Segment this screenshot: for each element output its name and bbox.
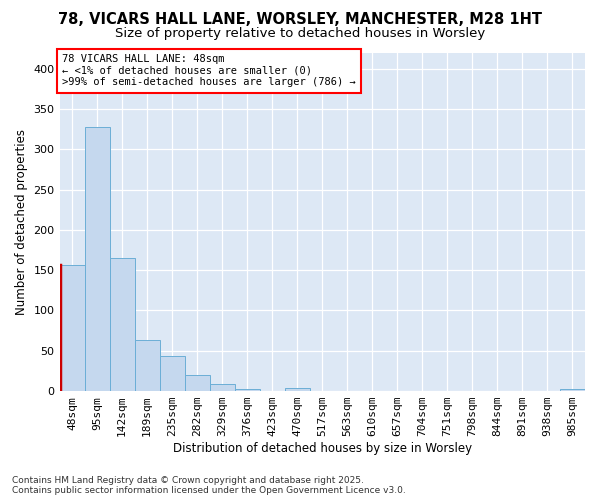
Y-axis label: Number of detached properties: Number of detached properties [15,129,28,315]
Bar [160,356,185,391]
Bar [59,264,85,391]
Bar [85,126,110,391]
Text: 78, VICARS HALL LANE, WORSLEY, MANCHESTER, M28 1HT: 78, VICARS HALL LANE, WORSLEY, MANCHESTE… [58,12,542,28]
Bar [560,390,585,391]
Text: Size of property relative to detached houses in Worsley: Size of property relative to detached ho… [115,28,485,40]
Bar [185,375,209,391]
Bar [285,388,310,391]
Bar [209,384,235,391]
Bar [110,258,134,391]
Bar [235,388,260,391]
X-axis label: Distribution of detached houses by size in Worsley: Distribution of detached houses by size … [173,442,472,455]
Text: 78 VICARS HALL LANE: 48sqm
← <1% of detached houses are smaller (0)
>99% of semi: 78 VICARS HALL LANE: 48sqm ← <1% of deta… [62,54,356,88]
Text: Contains HM Land Registry data © Crown copyright and database right 2025.
Contai: Contains HM Land Registry data © Crown c… [12,476,406,495]
Bar [134,340,160,391]
